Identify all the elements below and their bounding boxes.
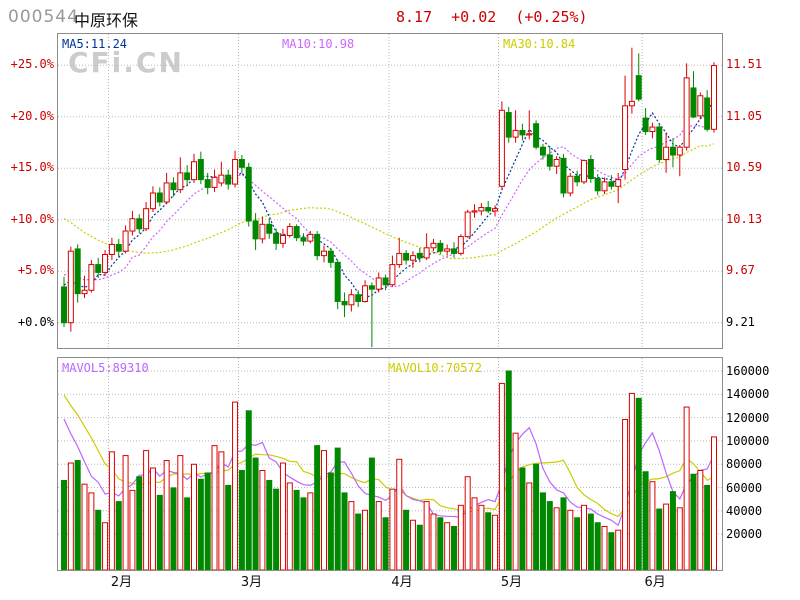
price-axis-price-label: 11.51 [726, 57, 763, 71]
header-bar: 000544 中原环保 8.17 +0.02 (+0.25%) [0, 0, 800, 33]
price-axis-price-label: 10.13 [726, 212, 763, 226]
price-axis-percent-label: +15.0% [10, 160, 54, 174]
stock-code: 000544 [8, 7, 79, 27]
last-price: 8.17 [396, 8, 433, 26]
volume-axis-label: 80000 [726, 457, 763, 472]
stock-quote: 8.17 +0.02 (+0.25%) [396, 8, 598, 26]
month-label: 4月 [391, 575, 413, 590]
price-axis-price-label: 9.67 [726, 263, 755, 277]
month-label: 2月 [110, 575, 133, 590]
price-axis-price-label: 9.21 [726, 315, 755, 329]
price-axis-percent-label: +25.0% [10, 57, 54, 71]
month-label: 3月 [240, 575, 263, 590]
price-axis-percent-label: +10.0% [10, 212, 54, 226]
ma5-legend: MA5:11.24 [62, 37, 128, 51]
volume-axis-label: 120000 [726, 410, 770, 425]
price-axis-price-label: 10.59 [726, 160, 763, 174]
volume-chart[interactable] [58, 358, 722, 570]
watermark-logo: CFi.CN [68, 46, 184, 79]
volume-axis-label: 20000 [726, 527, 763, 542]
price-change-percent: (+0.25%) [515, 8, 588, 26]
candlestick-chart[interactable] [58, 34, 722, 348]
volume-pane[interactable]: MAVOL5:89310 MAVOL10:70572 [57, 357, 723, 571]
volume-axis-label: 40000 [726, 503, 763, 518]
stock-name: 中原环保 [74, 11, 139, 30]
month-label: 5月 [500, 575, 523, 590]
price-change: +0.02 [451, 8, 497, 26]
price-axis-percent-label: +0.0% [17, 315, 54, 329]
ma10-legend: MA10:10.98 [282, 37, 355, 51]
volume-axis-label: 160000 [726, 364, 770, 378]
volume-axis-label: 140000 [726, 387, 770, 402]
candlestick-pane[interactable]: CFi.CN MA5:11.24 MA10:10.98 MA30:10.84 [57, 33, 723, 349]
month-label: 6月 [644, 575, 666, 590]
volume-axis-label: 60000 [726, 480, 763, 495]
mavol10-legend: MAVOL10:70572 [388, 361, 482, 375]
ma30-legend: MA30:10.84 [503, 37, 576, 51]
price-axis-price-label: 11.05 [726, 109, 763, 123]
mavol5-legend: MAVOL5:89310 [62, 361, 149, 375]
price-axis-percent-label: +5.0% [17, 263, 54, 277]
volume-axis-label: 100000 [726, 433, 770, 448]
price-axis-percent-label: +20.0% [10, 109, 54, 123]
